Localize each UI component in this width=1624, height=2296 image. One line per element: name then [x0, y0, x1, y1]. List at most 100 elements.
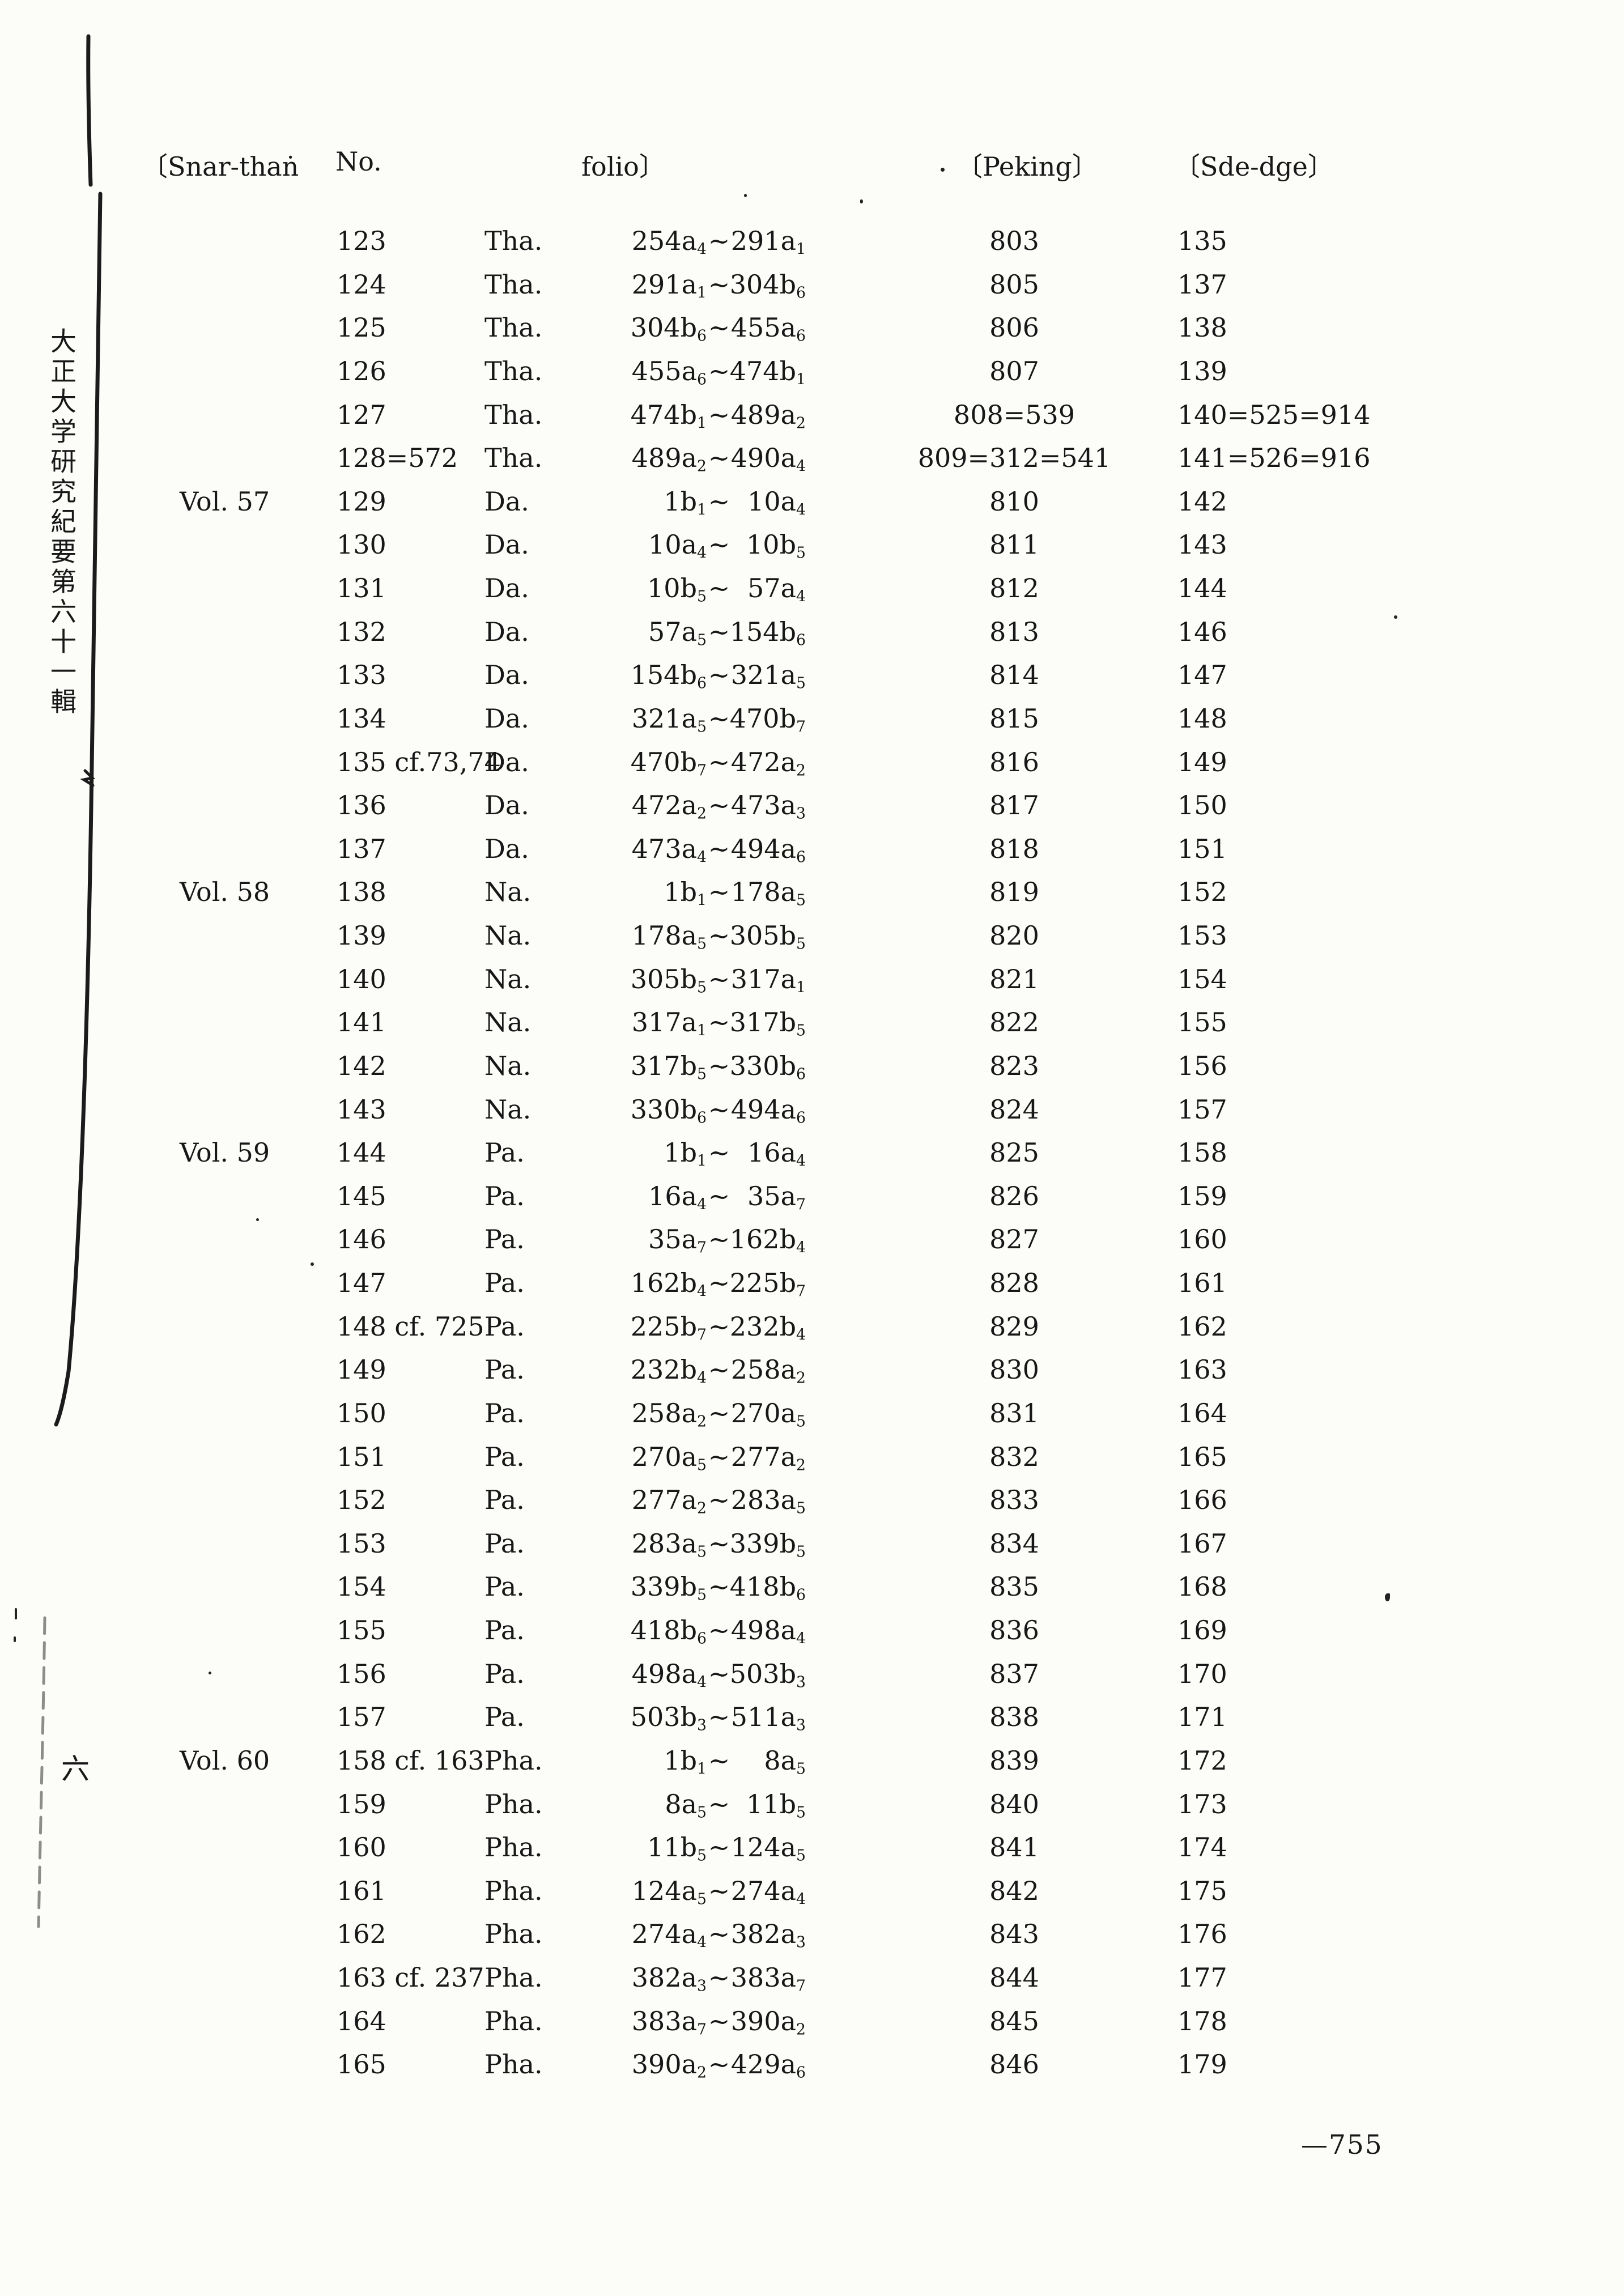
scan-speck: [941, 168, 945, 172]
peking-no: 824: [989, 1094, 1039, 1125]
folio-from: 178a5: [631, 920, 707, 953]
peking-no: 807: [989, 355, 1039, 386]
section-letter: Tha.: [484, 226, 543, 256]
peking-no: 834: [989, 1528, 1039, 1559]
sde-dge-no: 141=526=916: [1177, 443, 1371, 474]
folio-from: 124a5: [631, 1875, 707, 1908]
folio-from: 154b6: [630, 660, 707, 692]
section-letter: Tha.: [484, 312, 543, 343]
section-letter: Pha.: [484, 1875, 543, 1906]
section-letter: Pha.: [484, 1788, 543, 1819]
table-row: 136 Da. 472a2 ~473a3 817 150: [0, 784, 1624, 827]
section-letter: Pa.: [484, 1615, 525, 1646]
folio-to: 498a4: [730, 1615, 806, 1648]
snar-than-no: 127: [337, 399, 386, 430]
snar-than-no: 132: [337, 616, 386, 647]
snar-than-no: 154: [337, 1571, 386, 1602]
table-row: 165 Pha. 390a2 ~429a6 846 179: [0, 2043, 1624, 2086]
scan-speck: [256, 1218, 259, 1221]
volume-label: Vol. 59: [180, 1137, 270, 1168]
sde-dge-no: 168: [1177, 1571, 1227, 1602]
section-letter: Pha.: [484, 2005, 543, 2036]
folio-range-tilde: ~: [708, 1528, 730, 1559]
folio-range-tilde: ~: [708, 2049, 730, 2080]
folio-to: 490a4: [730, 443, 806, 475]
folio-range-tilde: ~: [708, 1788, 730, 1819]
folio-from: 277a2: [631, 1485, 707, 1517]
folio-to: 474b1: [729, 355, 806, 389]
snar-than-no: 141: [337, 1007, 386, 1038]
snar-than-no: 125: [337, 312, 386, 343]
folio-range-tilde: ~: [708, 1050, 730, 1081]
folio-from: 274a4: [631, 1919, 707, 1951]
table-row: 156 Pa. 498a4 ~503b3 837 170: [0, 1652, 1624, 1696]
folio-from: 317b5: [630, 1050, 707, 1083]
folio-from: 473a4: [631, 833, 707, 866]
table-row: 160 Pha. 11b5 ~124a5 841 174: [0, 1826, 1624, 1869]
table-row: 124 Tha. 291a1 ~304b6 805 137: [0, 263, 1624, 307]
sde-dge-no: 163: [1177, 1354, 1227, 1385]
folio-from: 232b4: [630, 1354, 707, 1387]
folio-from: 270a5: [631, 1441, 707, 1474]
folio-range-tilde: ~: [708, 1311, 730, 1342]
sde-dge-no: 155: [1177, 1007, 1227, 1038]
folio-range-tilde: ~: [708, 833, 730, 864]
folio-to: 429a6: [730, 2049, 806, 2082]
folio-to: 258a2: [730, 1354, 806, 1387]
sde-dge-no: 175: [1177, 1875, 1227, 1906]
sde-dge-no: 143: [1177, 529, 1227, 560]
sde-dge-no: 177: [1177, 1962, 1227, 1993]
table-row: 150 Pa. 258a2 ~270a5 831 164: [0, 1392, 1624, 1435]
table-row: 146 Pa. 35a7 ~162b4 827 160: [0, 1218, 1624, 1261]
section-letter: Tha.: [484, 399, 543, 430]
folio-range-tilde: ~: [708, 573, 730, 603]
snar-than-no: 156: [337, 1658, 386, 1689]
section-letter: Pa.: [484, 1311, 525, 1342]
folio-range-tilde: ~: [708, 1875, 730, 1906]
section-letter: Da.: [484, 790, 529, 821]
sde-dge-no: 148: [1177, 703, 1227, 734]
section-letter: Tha.: [484, 269, 543, 300]
snar-than-no: 134: [337, 703, 386, 734]
peking-no: 842: [989, 1875, 1039, 1906]
table-row: 157 Pa. 503b3 ~511a3 838 171: [0, 1695, 1624, 1739]
page-number: —755: [1301, 2129, 1383, 2161]
peking-no: 846: [989, 2049, 1039, 2080]
scan-speck: [744, 194, 747, 197]
folio-from: 8a5: [665, 1788, 707, 1821]
folio-range-tilde: ~: [708, 269, 730, 300]
peking-no: 829: [989, 1311, 1039, 1342]
table-row: 142 Na. 317b5 ~330b6 823 156: [0, 1044, 1624, 1088]
sde-dge-no: 149: [1177, 746, 1227, 777]
folio-to: 494a6: [730, 1094, 806, 1126]
table-row: 161 Pha. 124a5 ~274a4 842 175: [0, 1869, 1624, 1913]
sde-dge-no: 154: [1177, 963, 1227, 994]
table-row: 137 Da. 473a4 ~494a6 818 151: [0, 827, 1624, 871]
section-letter: Pha.: [484, 1962, 543, 1993]
folio-to: 317b5: [729, 1007, 806, 1040]
folio-range-tilde: ~: [708, 790, 730, 821]
folio-range-tilde: ~: [708, 226, 730, 256]
peking-no: 844: [989, 1962, 1039, 1993]
folio-range-tilde: ~: [708, 529, 730, 560]
folio-from: 418b6: [630, 1615, 707, 1648]
section-letter: Pha.: [484, 1832, 543, 1863]
snar-than-no: 128=572: [337, 443, 458, 474]
sde-dge-no: 140=525=914: [1177, 399, 1371, 430]
section-letter: Pha.: [484, 1919, 543, 1950]
sde-dge-no: 150: [1177, 790, 1227, 821]
folio-range-tilde: ~: [708, 920, 730, 951]
peking-no: 840: [989, 1788, 1039, 1819]
folio-to: 154b6: [729, 616, 806, 649]
peking-no: 841: [989, 1832, 1039, 1863]
sde-dge-no: 167: [1177, 1528, 1227, 1559]
folio-range-tilde: ~: [708, 746, 730, 777]
snar-than-no: 144: [337, 1137, 386, 1168]
peking-no: 822: [989, 1007, 1039, 1038]
folio-to: 162b4: [729, 1224, 806, 1257]
peking-no: 828: [989, 1268, 1039, 1298]
peking-no: 815: [989, 703, 1039, 734]
header-sde-dge: 〔Sde-dge〕: [1174, 151, 1334, 182]
section-letter: Pa.: [484, 1137, 525, 1168]
peking-no: 835: [989, 1571, 1039, 1602]
